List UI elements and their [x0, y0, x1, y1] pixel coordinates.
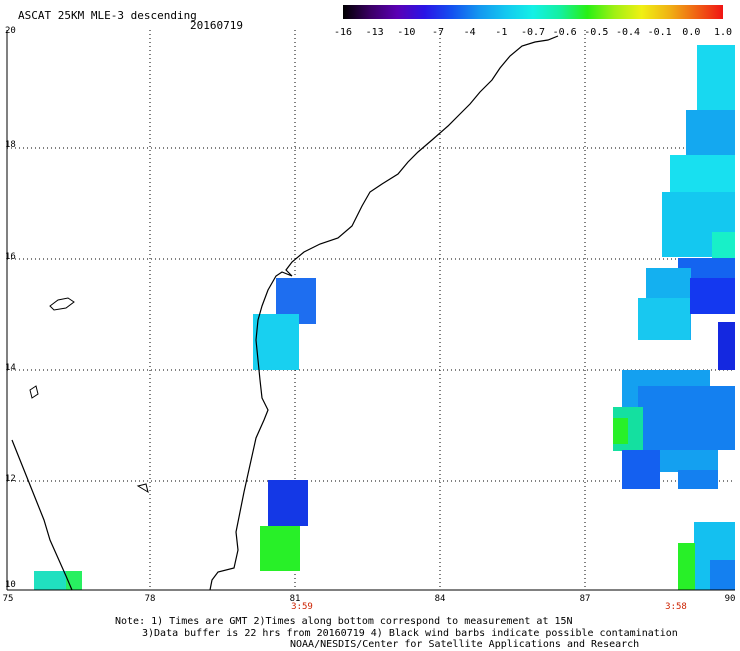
coastline-east-india — [209, 35, 559, 591]
time-label-right: 3:58 — [665, 602, 687, 612]
colorbar-tick-label: -13 — [365, 27, 384, 38]
colorbar-tick-label: 0.0 — [682, 27, 701, 38]
x-label-84: 84 — [434, 594, 446, 604]
note-line-3: NOAA/NESDIS/Center for Satellite Applica… — [290, 639, 640, 650]
map-title: ASCAT 25KM MLE-3 descending — [18, 9, 197, 22]
colorbar-tick-label: -7 — [431, 27, 445, 38]
x-label-81: 81 — [289, 594, 301, 604]
colorbar-tick-label: -1 — [495, 27, 508, 38]
x-label-87: 87 — [579, 594, 591, 604]
swath-right — [613, 45, 735, 590]
island-outline-small — [29, 385, 149, 494]
colorbar-tick-label: -16 — [333, 27, 353, 38]
colorbar — [343, 5, 723, 19]
island-outline — [49, 297, 75, 311]
colorbar-tick-label: -0.4 — [615, 27, 641, 38]
colorbar-tick-label: -10 — [397, 27, 416, 38]
coastline-west-india — [11, 439, 73, 591]
map-date: 20160719 — [190, 19, 243, 32]
colorbar-tick-label: -4 — [463, 27, 476, 38]
y-label-12: 12 — [5, 474, 16, 484]
swath-bottom-left — [34, 571, 82, 590]
y-label-16: 16 — [5, 252, 16, 262]
y-label-10: 10 — [5, 580, 16, 590]
swath-center — [253, 278, 316, 571]
y-label-14: 14 — [5, 363, 16, 373]
colorbar-tick-label: 1.0 — [713, 27, 733, 38]
time-label-center: 3:59 — [291, 602, 313, 612]
colorbar-tick-label: -0.1 — [647, 27, 672, 38]
gridlines — [7, 30, 735, 590]
colorbar-tick-label: -0.7 — [520, 27, 546, 38]
y-label-18: 18 — [5, 140, 16, 150]
x-label-75: 75 — [2, 594, 14, 604]
colorbar-tick-label: -0.5 — [584, 27, 609, 38]
y-label-20: 20 — [5, 26, 16, 36]
x-label-90: 90 — [724, 594, 736, 604]
note-line-1: Note: 1) Times are GMT 2)Times along bot… — [115, 616, 573, 627]
x-label-78: 78 — [144, 594, 156, 604]
colorbar-tick-label: -0.6 — [552, 27, 577, 38]
note-line-2: 3)Data buffer is 22 hrs from 20160719 4)… — [142, 628, 678, 639]
